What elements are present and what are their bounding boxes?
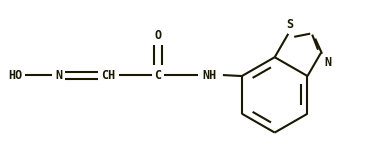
Text: N: N bbox=[325, 56, 331, 69]
Text: NH: NH bbox=[203, 69, 217, 82]
Text: S: S bbox=[287, 18, 294, 31]
Text: N: N bbox=[55, 69, 62, 82]
Text: O: O bbox=[155, 29, 162, 42]
Text: C: C bbox=[155, 69, 162, 82]
Text: HO: HO bbox=[9, 69, 23, 82]
Text: CH: CH bbox=[101, 69, 115, 82]
